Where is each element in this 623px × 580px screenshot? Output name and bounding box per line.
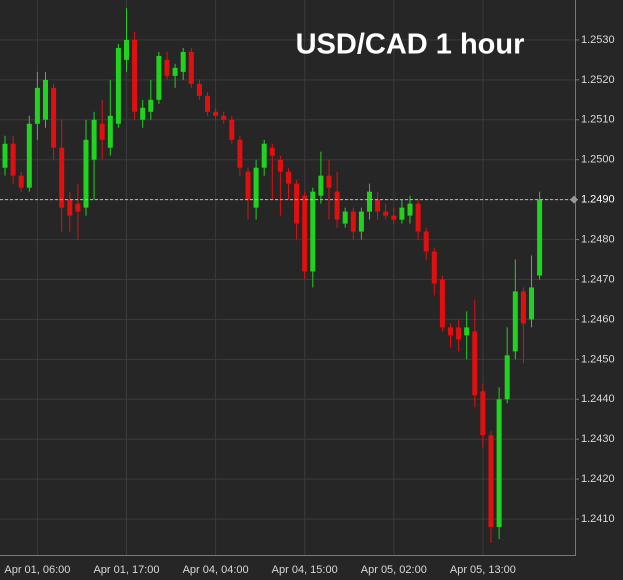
candle-body [318,175,324,196]
y-tick-label: 1.2530 [581,34,615,46]
candle-body [43,79,48,120]
x-tick-label: Apr 05, 13:00 [450,564,516,576]
candle-body [302,195,308,272]
candle-body [537,199,543,276]
y-tick-label: 1.2500 [581,154,615,166]
candle-body [512,291,518,352]
candle-body [10,143,16,176]
y-tick-label: 1.2440 [581,393,615,405]
x-tick-label: Apr 04, 04:00 [183,564,249,576]
candle-body [431,251,437,284]
candle-body [504,355,510,400]
candle-body [423,231,429,252]
candle-body [237,139,243,168]
candle-body [496,399,502,528]
candle-body [196,83,202,96]
candle-body [310,191,316,272]
candle-body [367,191,372,212]
candle-body [261,143,267,168]
y-tick-label: 1.2450 [581,353,615,365]
candle-body [83,139,89,208]
x-tick-label: Apr 05, 02:00 [361,564,427,576]
y-tick-label: 1.2470 [581,273,615,285]
candle-body [480,391,486,436]
candle-body [334,191,340,220]
candle-body [391,215,397,220]
candle-body [488,435,494,528]
candle-body [286,171,291,184]
candle-body [375,199,381,212]
candle-body [448,327,453,336]
candle-body [245,171,251,200]
candle-body [59,147,65,208]
candle-body [269,147,275,156]
candle-body [472,331,478,396]
candle-body [399,207,405,220]
candle-body [383,211,389,216]
candle-body [520,291,526,324]
candle-body [115,47,121,124]
y-tick-label: 1.2480 [581,233,615,245]
candle-body [407,203,413,216]
last-price-box [578,192,620,207]
candle-body [342,211,348,224]
y-tick-label: 1.2420 [581,473,615,485]
candle-body [188,51,194,84]
x-tick-label: Apr 04, 15:00 [272,564,338,576]
candle-body [2,143,8,168]
candle-body [464,327,470,336]
candle-body [253,167,259,208]
candle-body [326,175,332,188]
candle-body [229,119,235,140]
candle-body [26,123,32,188]
candle-body [358,211,364,232]
candle-body [439,279,445,328]
candle-body [91,119,97,160]
x-tick-label: Apr 01, 17:00 [93,564,159,576]
chart-title: USD/CAD 1 hour [296,29,525,61]
candle-body [415,203,421,232]
y-tick-label: 1.2410 [581,513,615,525]
candle-body [213,111,219,116]
candle-body [294,183,300,224]
last-price-label: 1.2490 [581,194,615,206]
candle-body [156,55,162,100]
candle-body [180,51,186,72]
candle-body [140,107,146,120]
candle-body [172,67,178,76]
y-tick-label: 1.2520 [581,74,615,86]
candle-body [18,175,24,188]
y-tick-label: 1.2460 [581,313,615,325]
candle-body [124,39,129,60]
candle-body [205,95,210,112]
y-tick-label: 1.2510 [581,114,615,126]
candle-body [67,199,73,216]
candle-body [148,99,154,112]
candle-body [456,327,462,340]
x-tick-label: Apr 01, 06:00 [4,564,70,576]
candle-body [529,287,534,320]
last-price-marker [570,195,578,204]
candle-body [221,115,227,120]
candle-body [99,123,105,140]
candle-body [277,159,283,172]
y-tick-label: 1.2430 [581,433,615,445]
candle-body [107,115,113,148]
candle-body [164,59,170,76]
candle-body [132,39,138,112]
candle-body [34,87,40,124]
candle-body [75,203,81,212]
candle-body [350,211,356,232]
candle-body [51,87,57,148]
